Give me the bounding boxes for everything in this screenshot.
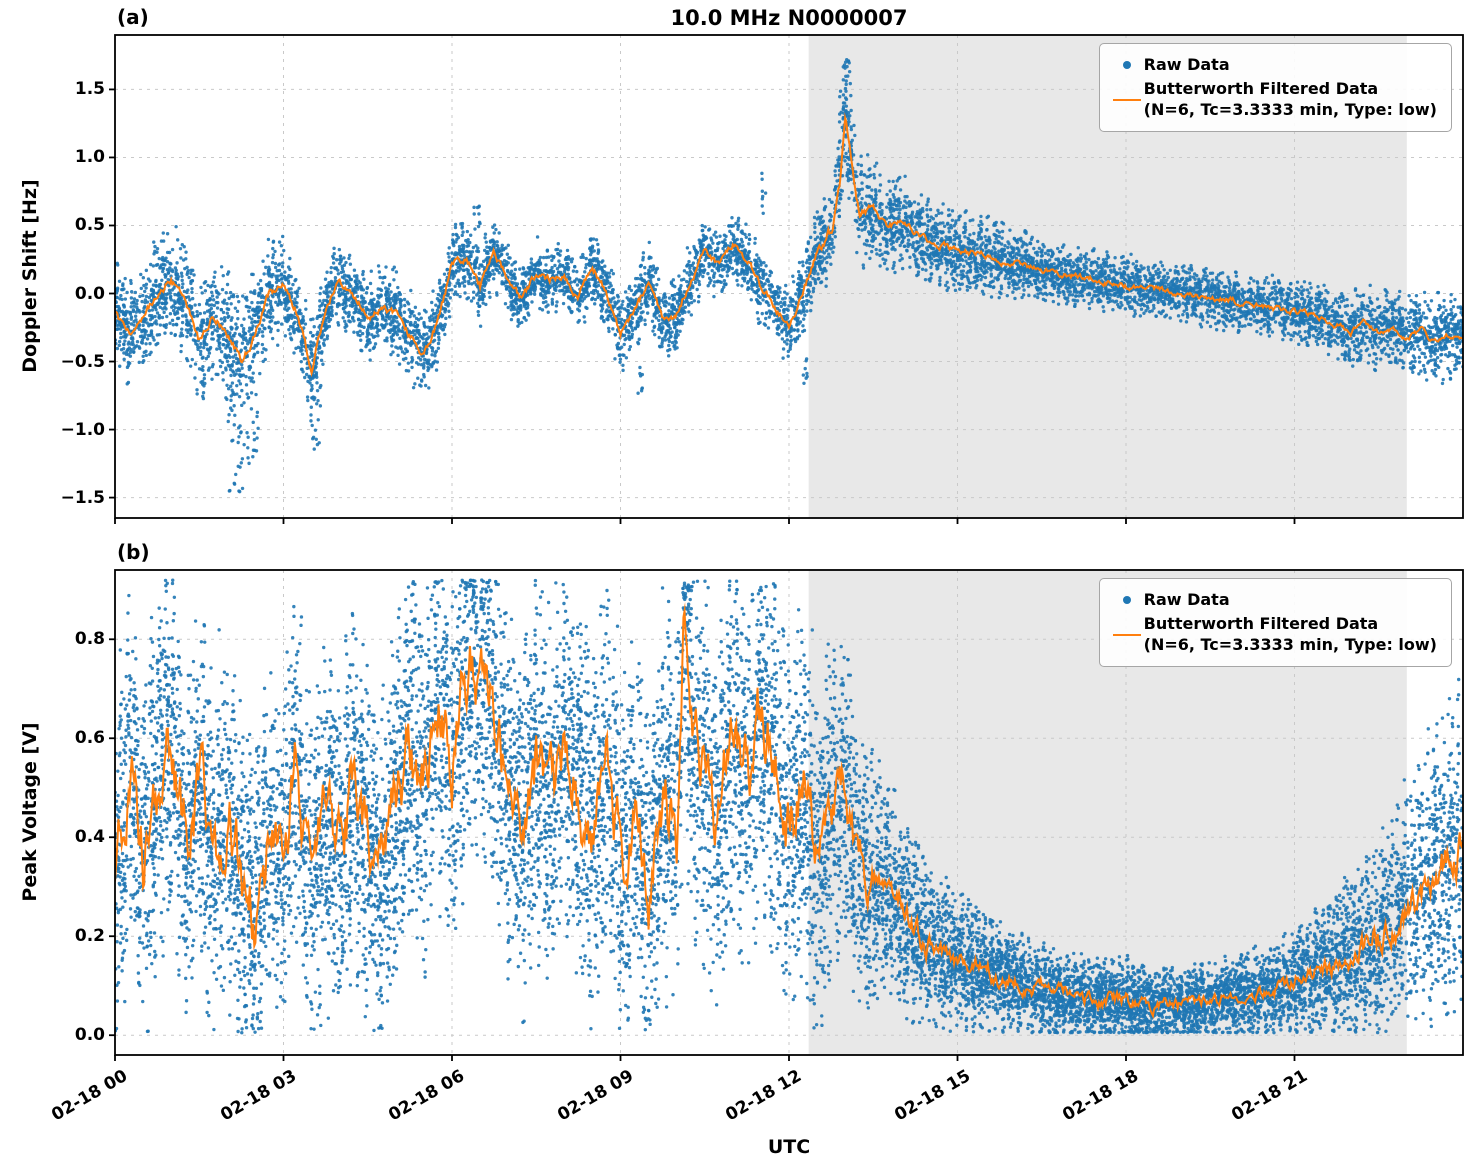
legend-panel-a: Raw Data Butterworth Filtered Data (N=6,… bbox=[1098, 43, 1452, 133]
legend-label-filtered-line2: (N=6, Tc=3.3333 min, Type: low) bbox=[1143, 634, 1437, 654]
y-tick-label: 0.4 bbox=[74, 827, 105, 848]
legend-item-raw: Raw Data bbox=[1110, 590, 1437, 611]
legend-label-filtered: Butterworth Filtered Data (N=6, Tc=3.333… bbox=[1144, 79, 1437, 121]
y-tick-label: 1.5 bbox=[74, 79, 105, 100]
legend-label-filtered-line1: Butterworth Filtered Data bbox=[1143, 78, 1379, 98]
legend-label-filtered-line1: Butterworth Filtered Data bbox=[1143, 613, 1379, 633]
y-tick-label: 1.0 bbox=[74, 147, 105, 168]
y-tick-label: −1.5 bbox=[60, 487, 105, 508]
y-tick-label: 0.8 bbox=[74, 629, 105, 650]
panel-label-a: (a) bbox=[117, 5, 149, 29]
filtered-line-marker-icon bbox=[1110, 633, 1144, 636]
y-tick-label: 0.2 bbox=[74, 926, 105, 947]
y-axis-label-voltage: Peak Voltage [V] bbox=[19, 722, 41, 902]
chart-title: 10.0 MHz N0000007 bbox=[670, 6, 908, 30]
panel-label-b: (b) bbox=[117, 540, 150, 564]
raw-data-marker-icon bbox=[1110, 61, 1144, 70]
y-tick-label: 0.5 bbox=[74, 215, 105, 236]
raw-data-marker-icon bbox=[1110, 596, 1144, 605]
y-axis-label-doppler: Doppler Shift [Hz] bbox=[19, 179, 41, 373]
legend-item-filtered: Butterworth Filtered Data (N=6, Tc=3.333… bbox=[1110, 79, 1437, 121]
legend-panel-b: Raw Data Butterworth Filtered Data (N=6,… bbox=[1098, 578, 1452, 668]
y-tick-label: −1.0 bbox=[60, 419, 105, 440]
legend-item-filtered: Butterworth Filtered Data (N=6, Tc=3.333… bbox=[1110, 614, 1437, 656]
y-tick-label: 0.6 bbox=[74, 728, 105, 749]
x-axis-label: UTC bbox=[767, 1136, 811, 1158]
y-tick-label: −0.5 bbox=[60, 351, 105, 372]
y-tick-label: 0.0 bbox=[74, 1025, 105, 1046]
y-tick-label: 0.0 bbox=[74, 283, 105, 304]
legend-label-raw: Raw Data bbox=[1143, 590, 1230, 609]
legend-label-filtered-line2: (N=6, Tc=3.3333 min, Type: low) bbox=[1143, 99, 1437, 119]
filtered-line-marker-icon bbox=[1110, 98, 1144, 101]
legend-item-raw: Raw Data bbox=[1110, 55, 1437, 76]
legend-label-raw: Raw Data bbox=[1143, 55, 1230, 74]
legend-label-filtered: Butterworth Filtered Data (N=6, Tc=3.333… bbox=[1144, 614, 1437, 656]
